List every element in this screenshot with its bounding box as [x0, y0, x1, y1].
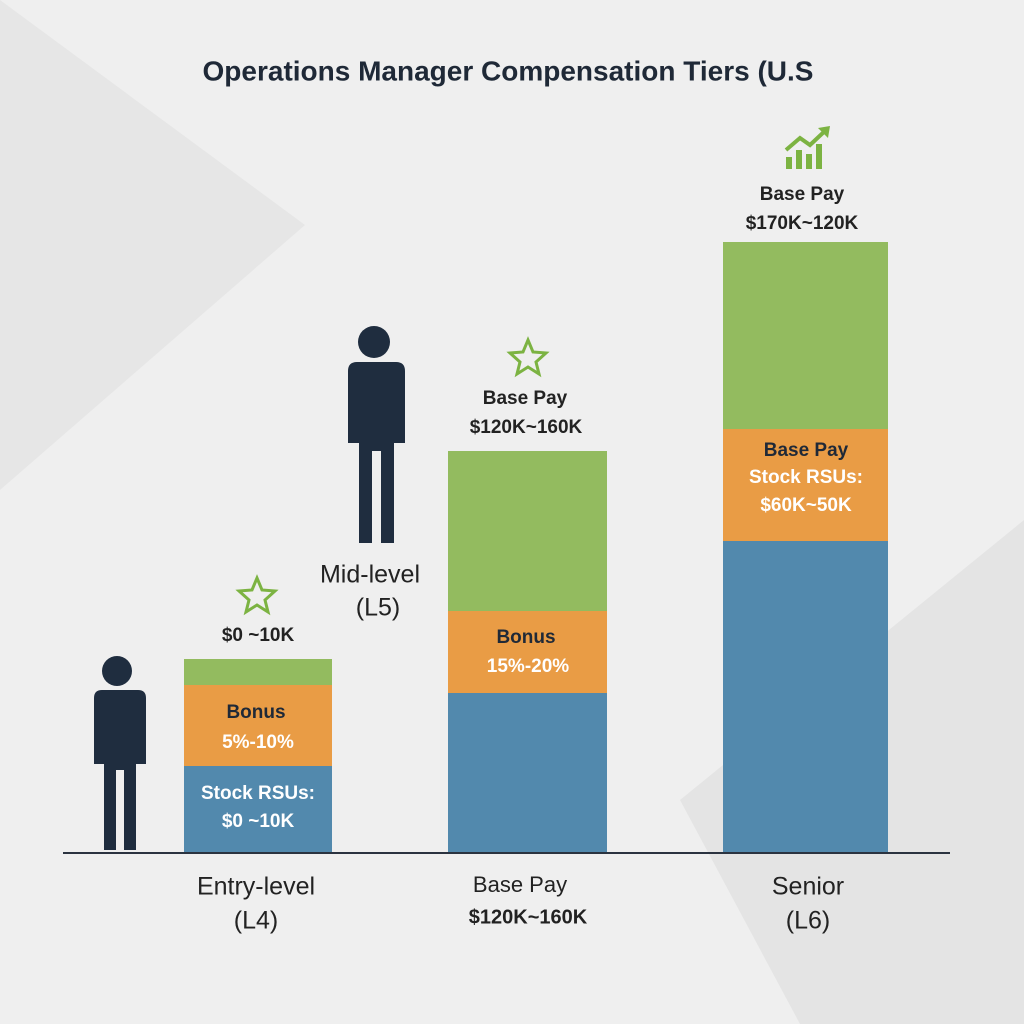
- segment-label: Stock RSUs:: [201, 783, 315, 804]
- segment-label: Bonus: [496, 627, 555, 648]
- tier-caption: $120K~160K: [469, 906, 588, 928]
- segment-bonus: [723, 429, 888, 541]
- segment-label: $60K~50K: [760, 495, 852, 516]
- person-icon: [348, 326, 405, 543]
- top-label: $120K~160K: [470, 417, 583, 438]
- person-icon: [94, 656, 146, 850]
- segment-base: [448, 451, 607, 611]
- segment-stock: [448, 693, 607, 852]
- growth-icon: [784, 126, 830, 169]
- star-icon: [506, 336, 550, 378]
- top-label: Base Pay: [483, 388, 568, 409]
- segment-stock: [184, 766, 332, 852]
- segment-stock: [723, 541, 888, 852]
- segment-base: [184, 659, 332, 685]
- figure-label: Mid-level: [320, 561, 420, 589]
- star-icon: [235, 574, 279, 616]
- top-label: $0 ~10K: [222, 625, 295, 646]
- segment-bonus: [184, 685, 332, 766]
- segment-base: [723, 242, 888, 429]
- segment-label: Stock RSUs:: [749, 467, 863, 488]
- segment-label: 5%-10%: [222, 732, 294, 753]
- segment-bonus: [448, 611, 607, 693]
- tier-caption: Entry-level: [197, 873, 315, 901]
- background-shape: [0, 0, 305, 490]
- figure-label: (L5): [356, 594, 400, 622]
- tier-caption: (L4): [234, 907, 278, 935]
- segment-label: 15%-20%: [487, 656, 569, 677]
- title: Operations Manager Compensation Tiers (U…: [203, 55, 814, 86]
- segment-label: Bonus: [226, 702, 285, 723]
- tier-caption: Base Pay: [473, 872, 567, 897]
- segment-label: Base Pay: [764, 440, 849, 461]
- top-label: $170K~120K: [746, 213, 859, 234]
- top-label: Base Pay: [760, 184, 845, 205]
- tier-caption: (L6): [786, 907, 830, 935]
- tier-caption: Senior: [772, 873, 844, 901]
- segment-label: $0 ~10K: [222, 811, 295, 832]
